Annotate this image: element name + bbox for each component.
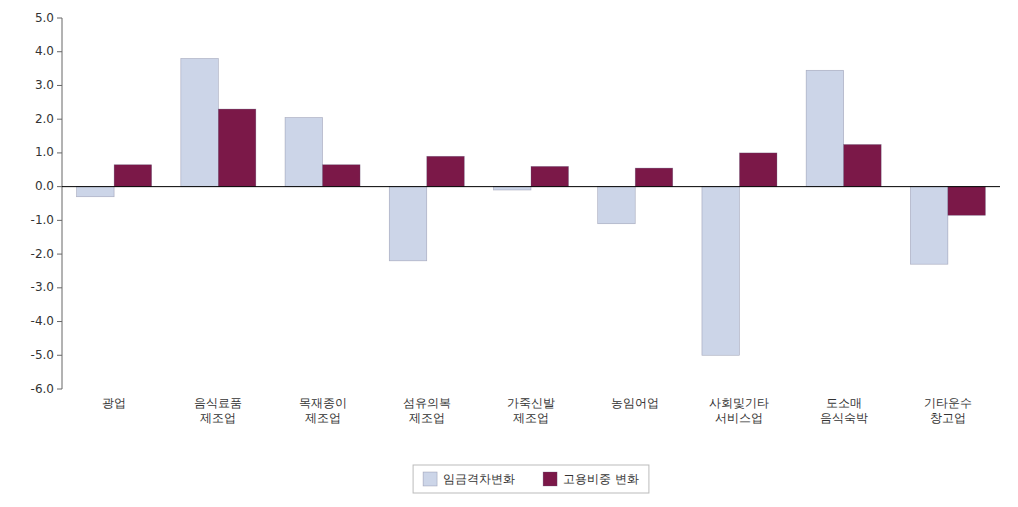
bar (181, 58, 219, 186)
tick-label: -5.0 (31, 348, 54, 362)
bars (77, 58, 986, 355)
bar (77, 187, 115, 197)
bar (323, 165, 361, 187)
x-axis: 광업 음식료품제조업 목재종이제조업 섬유의복제조업 가죽신발제조업 농임어업 사회및기타서… (102, 396, 972, 425)
bar (114, 165, 152, 187)
category-label: 섬유의복제조업 (403, 396, 451, 425)
bar (218, 109, 256, 187)
bar (702, 187, 740, 356)
series (77, 58, 948, 355)
tick-mark (57, 254, 62, 255)
tick-mark (57, 220, 62, 221)
tick-label: -6.0 (31, 382, 54, 396)
bar (948, 187, 986, 216)
legend-swatch (423, 472, 437, 486)
tick-label: -4.0 (31, 314, 54, 328)
category-label: 목재종이제조업 (299, 396, 347, 425)
tick-mark (57, 152, 62, 153)
category-label: 가죽신발제조업 (507, 396, 555, 425)
tick-label: 2.0 (35, 112, 54, 126)
category-label: 사회및기타서비스업 (709, 396, 769, 425)
bar (635, 168, 673, 187)
bar (806, 70, 844, 186)
legend-item: 고용비중 변화 (543, 472, 639, 487)
tick-mark (57, 85, 62, 86)
category-label: 기타운수창고업 (924, 396, 972, 425)
tick-label: 1.0 (35, 145, 54, 159)
category-label: 농임어업 (611, 396, 659, 410)
bar (739, 153, 777, 187)
tick-mark (57, 18, 62, 19)
tick-label: 4.0 (35, 44, 54, 58)
bar (285, 117, 323, 186)
tick-label: 5.0 (35, 11, 54, 25)
tick-mark (57, 355, 62, 356)
bar (427, 156, 465, 186)
tick-mark (57, 389, 62, 390)
category-label: 광업 (102, 396, 126, 410)
tick-label: -2.0 (31, 247, 54, 261)
zero-line (62, 186, 1000, 187)
axis-line (62, 18, 63, 389)
category-label: 음식료품제조업 (194, 396, 242, 425)
chart: -6.0 -5.0 -4.0 -3.0 -2.0 -1.0 0.0 1.0 2.0 3.0 4.0 5… (0, 0, 1018, 507)
bar (598, 187, 636, 224)
bar (493, 187, 531, 190)
bar (531, 166, 569, 186)
tick-mark (57, 287, 62, 288)
bar (389, 187, 427, 261)
tick-label: 0.0 (35, 179, 54, 193)
category-label: 도소매음식숙박 (820, 396, 868, 425)
tick-mark (57, 119, 62, 120)
tick-label: -1.0 (31, 213, 54, 227)
tick-label: -3.0 (31, 280, 54, 294)
bar (844, 144, 882, 186)
series (114, 109, 985, 215)
tick-label: 3.0 (35, 78, 54, 92)
legend: 임금격차변화 고용비중 변화 (413, 465, 649, 493)
legend-frame (413, 465, 649, 493)
bar (910, 187, 948, 265)
tick-mark (57, 186, 62, 187)
tick-mark (57, 321, 62, 322)
y-axis: -6.0 -5.0 -4.0 -3.0 -2.0 -1.0 0.0 1.0 2.0 3.0 4.0 5… (31, 11, 62, 396)
legend-item: 임금격차변화 (423, 472, 515, 487)
legend-label: 고용비중 변화 (563, 472, 639, 486)
legend-swatch (543, 472, 557, 486)
tick-mark (57, 51, 62, 52)
legend-label: 임금격차변화 (443, 472, 515, 486)
